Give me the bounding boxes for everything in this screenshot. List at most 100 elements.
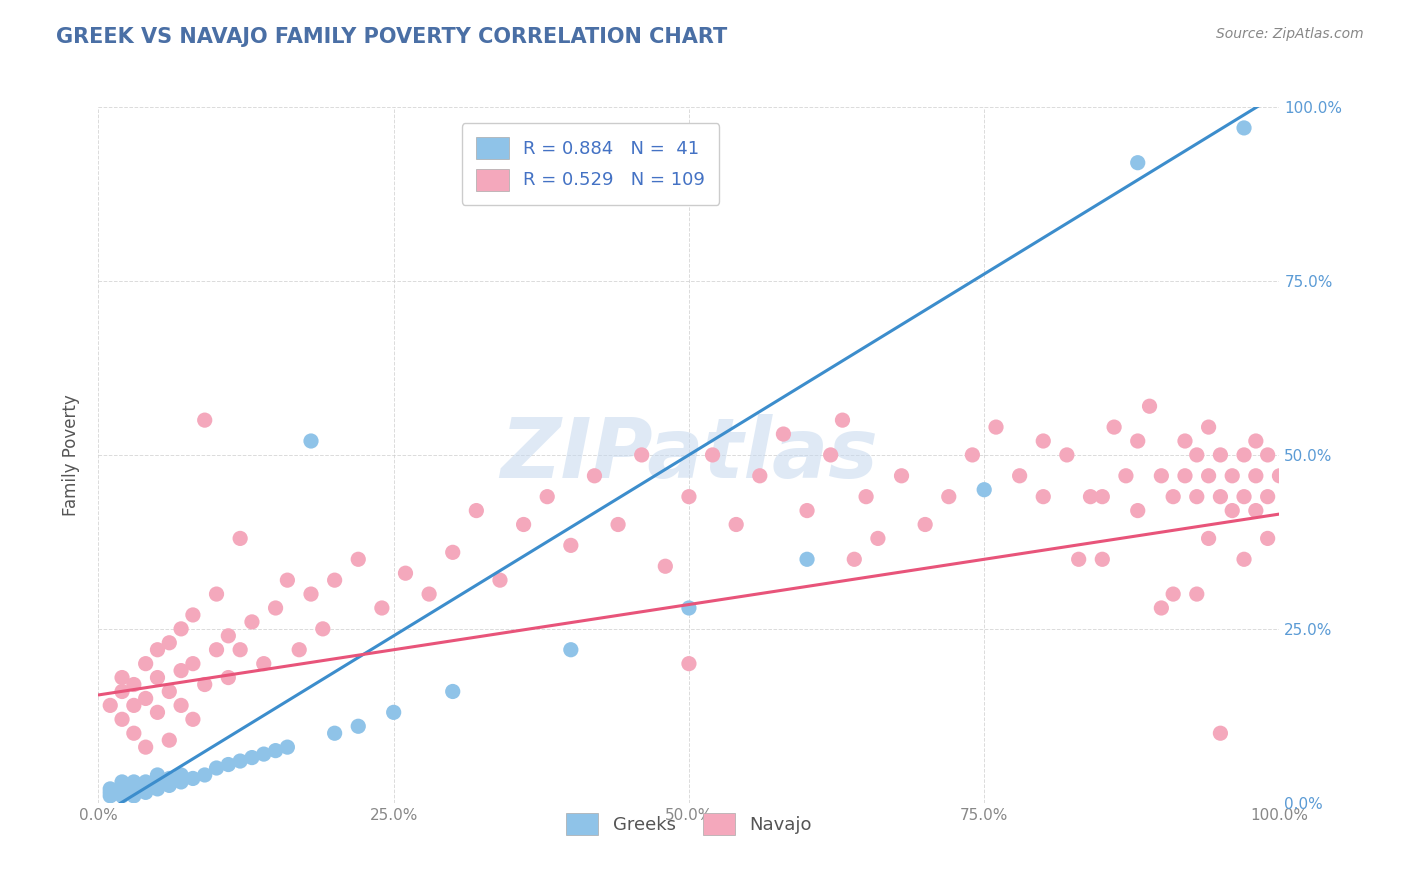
Point: [1032, 434, 1054, 448]
Point: [678, 601, 700, 615]
Point: [229, 532, 252, 546]
Point: [98, 785, 121, 799]
Point: [111, 712, 134, 726]
Point: [1185, 448, 1208, 462]
Point: [288, 642, 311, 657]
Point: [796, 503, 818, 517]
Point: [181, 712, 204, 726]
Point: [157, 733, 180, 747]
Point: [1233, 120, 1256, 135]
Point: [630, 448, 652, 462]
Point: [170, 775, 193, 789]
Point: [98, 781, 121, 796]
Point: [229, 754, 252, 768]
Point: [122, 775, 145, 789]
Point: [253, 657, 276, 671]
Point: [1244, 434, 1267, 448]
Point: [122, 778, 145, 793]
Point: [418, 587, 440, 601]
Point: [240, 615, 263, 629]
Point: [347, 552, 370, 566]
Point: [394, 566, 416, 581]
Point: [135, 740, 157, 755]
Point: [1102, 420, 1125, 434]
Point: [1032, 490, 1054, 504]
Point: [1008, 468, 1031, 483]
Point: [1150, 601, 1173, 615]
Point: [512, 517, 534, 532]
Point: [1174, 468, 1197, 483]
Point: [205, 642, 228, 657]
Point: [1257, 532, 1279, 546]
Point: [1257, 490, 1279, 504]
Point: [890, 468, 912, 483]
Point: [276, 740, 298, 755]
Point: [973, 483, 995, 497]
Point: [205, 761, 228, 775]
Point: [607, 517, 630, 532]
Point: [194, 768, 217, 782]
Point: [1209, 448, 1232, 462]
Point: [122, 781, 145, 796]
Point: [217, 671, 239, 685]
Point: [347, 719, 370, 733]
Point: [122, 698, 145, 713]
Point: [1161, 490, 1184, 504]
Point: [170, 622, 193, 636]
Point: [122, 789, 145, 803]
Point: [1244, 503, 1267, 517]
Point: [1139, 399, 1161, 413]
Point: [1115, 468, 1137, 483]
Point: [194, 413, 217, 427]
Point: [111, 781, 134, 796]
Point: [1126, 434, 1149, 448]
Point: [1244, 468, 1267, 483]
Point: [122, 726, 145, 740]
Point: [157, 684, 180, 698]
Point: [1198, 420, 1220, 434]
Point: [264, 601, 287, 615]
Point: [111, 778, 134, 793]
Point: [984, 420, 1007, 434]
Point: [583, 468, 606, 483]
Point: [844, 552, 866, 566]
Point: [914, 517, 936, 532]
Point: [1185, 490, 1208, 504]
Point: [654, 559, 676, 574]
Point: [157, 778, 180, 793]
Point: [938, 490, 960, 504]
Point: [855, 490, 877, 504]
Point: [371, 601, 394, 615]
Point: [323, 573, 346, 587]
Point: [1150, 468, 1173, 483]
Point: [1233, 490, 1256, 504]
Point: [1174, 434, 1197, 448]
Point: [1091, 490, 1114, 504]
Point: [1257, 448, 1279, 462]
Point: [111, 775, 134, 789]
Point: [772, 427, 794, 442]
Point: [1056, 448, 1078, 462]
Point: [229, 642, 252, 657]
Point: [382, 706, 405, 720]
Point: [1209, 490, 1232, 504]
Point: [1198, 532, 1220, 546]
Point: [98, 698, 121, 713]
Point: [170, 664, 193, 678]
Point: [678, 490, 700, 504]
Point: [796, 552, 818, 566]
Y-axis label: Family Poverty: Family Poverty: [62, 394, 80, 516]
Point: [1209, 726, 1232, 740]
Point: [1067, 552, 1090, 566]
Point: [536, 490, 558, 504]
Point: [170, 768, 193, 782]
Point: [146, 775, 169, 789]
Point: [135, 775, 157, 789]
Point: [135, 657, 157, 671]
Point: [560, 538, 582, 552]
Point: [1126, 155, 1149, 169]
Point: [146, 768, 169, 782]
Point: [146, 706, 169, 720]
Point: [111, 671, 134, 685]
Point: [276, 573, 298, 587]
